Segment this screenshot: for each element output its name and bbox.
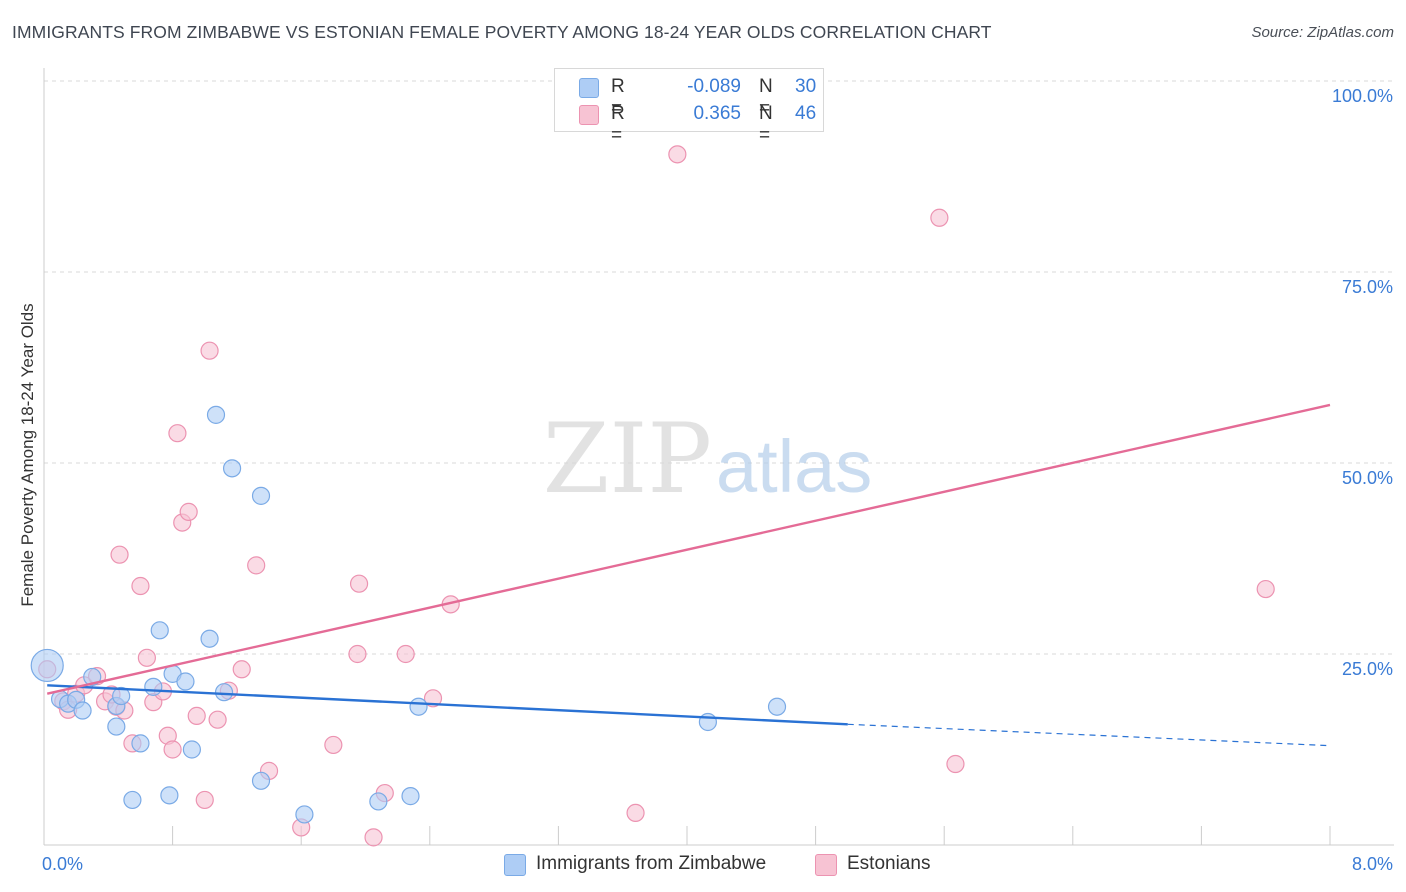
point-estonians <box>163 740 182 759</box>
watermark: ZIP atlas <box>543 403 873 515</box>
point-zimbabwe <box>150 621 169 640</box>
axis-layer <box>43 68 1394 846</box>
point-zimbabwe <box>123 790 142 810</box>
legend-n-label: N = <box>759 76 773 119</box>
point-zimbabwe <box>144 677 163 696</box>
point-estonians <box>200 341 219 360</box>
point-estonians <box>396 644 415 664</box>
point-estonians <box>324 735 343 755</box>
legend-label-estonians: Estonians <box>847 853 931 874</box>
legend-r-label: R = <box>611 103 625 146</box>
point-estonians <box>930 208 949 227</box>
point-zimbabwe <box>73 701 92 720</box>
point-estonians <box>208 710 227 729</box>
source-label: Source: ZipAtlas.com <box>1251 24 1394 41</box>
y-tick-label: 100.0% <box>1332 86 1393 106</box>
point-zimbabwe <box>112 686 131 706</box>
point-estonians <box>179 502 198 521</box>
point-zimbabwe <box>182 740 201 759</box>
point-estonians <box>364 828 383 847</box>
legend-n-value: 30 <box>795 76 817 97</box>
point-zimbabwe <box>176 672 195 691</box>
point-estonians <box>668 145 687 164</box>
watermark-atlas: atlas <box>716 425 872 508</box>
point-estonians <box>349 574 369 593</box>
point-zimbabwe <box>200 629 219 648</box>
tick-layer: 25.0% 50.0% 75.0% 100.0% 0.0% 8.0% <box>42 86 1393 874</box>
series-legend: Immigrants from Zimbabwe Estonians <box>0 852 1406 876</box>
point-zimbabwe <box>369 792 388 811</box>
legend-n-value: 46 <box>795 103 817 124</box>
point-estonians <box>187 706 206 725</box>
point-zimbabwe <box>409 697 428 716</box>
point-estonians <box>348 644 367 664</box>
trendline-zimbabwe <box>47 684 848 726</box>
legend-swatch-estonians <box>579 105 599 125</box>
y-tick-label: 25.0% <box>1342 659 1393 679</box>
x-tick-label: 8.0% <box>1352 854 1393 874</box>
point-zimbabwe <box>251 486 271 505</box>
point-zimbabwe <box>30 648 64 683</box>
point-zimbabwe <box>107 717 126 736</box>
legend-r-value: 0.365 <box>693 103 741 124</box>
correlation-legend: R = -0.089 N = 30 R = 0.365 N = 46 <box>554 68 824 146</box>
point-zimbabwe <box>401 787 420 806</box>
watermark-zip: ZIP <box>543 403 712 515</box>
y-tick-label: 75.0% <box>1342 277 1393 297</box>
legend-r-value: -0.089 <box>687 76 741 97</box>
point-zimbabwe <box>214 683 234 702</box>
point-zimbabwe <box>767 697 787 716</box>
x-tick-label: 0.0% <box>42 854 83 874</box>
point-estonians <box>137 648 156 667</box>
point-zimbabwe <box>131 734 150 753</box>
point-estonians <box>423 689 443 708</box>
point-estonians <box>110 545 129 564</box>
legend-label-zimbabwe: Immigrants from Zimbabwe <box>536 853 767 874</box>
points-layer <box>30 71 1275 847</box>
legend-swatch-zimbabwe <box>579 78 599 98</box>
point-estonians <box>232 660 251 679</box>
grid-layer <box>44 80 1394 655</box>
trend-layer <box>46 403 1331 747</box>
legend-swatch-zimbabwe <box>504 854 526 876</box>
trendline-zimbabwe-extension <box>847 723 1331 747</box>
legend-n-label: N = <box>759 103 773 146</box>
point-zimbabwe <box>206 405 226 424</box>
point-estonians <box>1256 579 1275 599</box>
legend-swatch-estonians <box>815 854 837 876</box>
point-estonians <box>131 576 150 596</box>
point-estonians <box>168 424 187 443</box>
legend-r-label: R = <box>611 76 625 119</box>
y-axis-label: Female Poverty Among 18-24 Year Olds <box>18 303 37 607</box>
point-estonians <box>946 754 965 774</box>
chart-title: IMMIGRANTS FROM ZIMBABWE VS ESTONIAN FEM… <box>12 22 992 42</box>
point-estonians <box>195 790 214 810</box>
point-zimbabwe <box>222 459 242 478</box>
point-zimbabwe <box>251 771 271 790</box>
trendline-estonians <box>46 403 1331 695</box>
point-estonians <box>247 556 266 575</box>
point-zimbabwe <box>160 786 179 805</box>
point-zimbabwe <box>295 805 314 824</box>
point-zimbabwe <box>83 667 102 687</box>
y-tick-label: 50.0% <box>1342 468 1393 488</box>
point-estonians <box>626 803 645 823</box>
